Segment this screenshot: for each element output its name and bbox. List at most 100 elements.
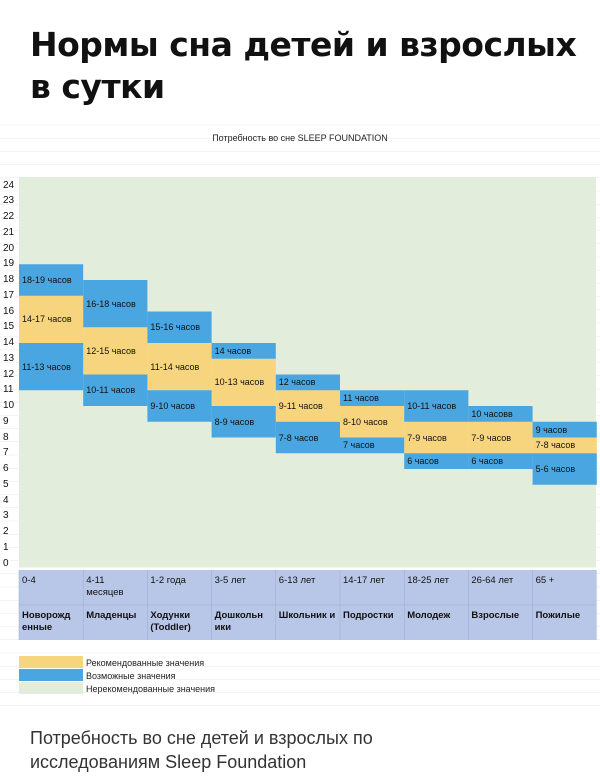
y-tick-label: 24	[3, 179, 15, 191]
recommended-bar	[468, 421, 533, 454]
chart-title: Потребность во сне SLEEP FOUNDATION	[212, 133, 388, 143]
recommended-bar	[340, 406, 405, 438]
bar-data-label: 12-15 часов	[86, 345, 136, 356]
y-tick-label: 1	[3, 541, 9, 553]
recommended-bar	[532, 437, 597, 454]
y-tick-label: 15	[3, 321, 15, 333]
recommended-bar	[275, 390, 340, 422]
bar-data-label: 7-9 часов	[407, 432, 447, 443]
bar-data-label: 15-16 часов	[150, 322, 200, 333]
y-tick-label: 4	[3, 494, 9, 506]
caption-line-2: исследованиям Sleep Foundation	[30, 752, 307, 772]
possible-bar	[83, 280, 148, 328]
bar-data-label: 7-8 часов	[535, 440, 576, 451]
x-tick-age: 18-25 лет	[407, 575, 449, 586]
bar-data-label: 10 часовв	[471, 408, 513, 419]
possible-bar	[83, 374, 148, 406]
legend-label: Нерекомендованные значения	[86, 684, 216, 694]
y-tick-label: 10	[3, 400, 15, 411]
y-tick-label: 18	[3, 274, 15, 285]
x-tick-name: Подростки	[343, 610, 394, 621]
x-tick-age: 4-11 месяцев	[86, 575, 124, 598]
bar-data-label: 8-10 часов	[343, 416, 388, 427]
x-tick-age: 26-64 лет	[471, 575, 514, 586]
possible-bar	[147, 311, 212, 343]
recommended-bar	[211, 358, 276, 406]
possible-bar	[19, 343, 84, 391]
bar-data-label: 14-17 часов	[22, 314, 72, 325]
y-tick-label: 12	[3, 368, 15, 380]
bar-data-label: 10-11 часов	[86, 385, 136, 396]
bar-data-label: 11-13 часов	[22, 361, 71, 372]
bar-data-label: 12 часов	[278, 377, 316, 388]
bar-data-label: 5-6 часов	[535, 464, 576, 474]
possible-bar	[340, 390, 405, 406]
bar-data-label: 11 часов	[343, 393, 379, 404]
x-tick-name: Новорожд енные	[22, 610, 71, 633]
bar-data-label: 14 часов	[214, 345, 252, 356]
bar-data-label: 6 часов	[471, 456, 503, 467]
caption-line-1: Потребность во сне детей и взрослых по	[30, 728, 373, 748]
bar-data-label: 18-19 часов	[22, 275, 72, 285]
x-tick-name: Младенцы	[86, 610, 137, 621]
bar-data-label: 9 часов	[535, 424, 568, 435]
x-tick-age: 1-2 года	[150, 575, 186, 586]
bar-data-label: 9-11 часов	[278, 401, 323, 411]
y-tick-label: 11	[3, 384, 14, 396]
y-tick-label: 6	[3, 463, 9, 474]
bar-data-label: 16-18 часов	[86, 298, 136, 309]
recommended-bar	[19, 295, 84, 343]
possible-bar	[340, 437, 405, 454]
bar-data-label: 7-8 часов	[278, 432, 319, 443]
y-tick-label: 22	[3, 211, 15, 222]
y-tick-label: 5	[3, 478, 9, 490]
bar-data-label: 11-14 часов	[150, 361, 200, 372]
bar-data-label: 10-11 часов	[407, 401, 457, 411]
possible-bar	[147, 390, 212, 422]
bar-data-label: 6 часов	[407, 456, 439, 467]
y-tick-label: 0	[3, 557, 9, 569]
possible-bar	[532, 421, 597, 438]
x-tick-name: Пожилые	[535, 610, 581, 621]
x-tick-name: Ходунки (Toddler)	[150, 610, 191, 633]
y-tick-label: 13	[3, 352, 15, 364]
x-tick-name: Дошкольн ики	[214, 610, 264, 633]
recommended-bar	[83, 327, 148, 375]
y-tick-label: 9	[3, 415, 9, 427]
recommended-bar	[147, 343, 212, 391]
page-title-line-1: Нормы сна детей и взрослых	[30, 25, 577, 64]
legend-label: Возможные значения	[86, 671, 176, 681]
y-tick-label: 8	[3, 431, 9, 443]
possible-bar	[468, 406, 533, 422]
possible-bar	[532, 453, 597, 485]
y-tick-label: 19	[3, 258, 15, 270]
possible-bar	[211, 343, 276, 359]
bar-data-label: 9-10 часов	[150, 401, 195, 411]
y-tick-label: 16	[3, 305, 15, 317]
legend-label: Рекомендованные значения	[86, 658, 205, 668]
possible-bar	[275, 374, 340, 391]
bar-data-label: 7-9 часов	[471, 432, 511, 443]
y-tick-label: 2	[3, 526, 9, 537]
page-title: Нормы сна детей и взрослых в сутки	[30, 24, 590, 108]
legend-swatch	[19, 656, 83, 668]
possible-bar	[404, 390, 469, 422]
y-tick-label: 23	[3, 195, 15, 207]
y-tick-label: 17	[3, 289, 15, 301]
x-tick-age: 0-4	[22, 575, 36, 586]
x-tick-age: 3-5 лет	[214, 575, 246, 586]
caption: Потребность во сне детей и взрослых по и…	[30, 726, 570, 774]
y-tick-label: 14	[3, 337, 15, 348]
x-tick-age: 14-17 лет	[343, 575, 385, 586]
page-title-line-2: в сутки	[30, 67, 165, 106]
possible-bar	[404, 453, 469, 469]
possible-bar	[275, 421, 340, 454]
x-tick-age: 65 +	[535, 575, 555, 586]
legend-swatch	[19, 682, 83, 694]
x-tick-name: Взрослые	[471, 610, 520, 621]
y-tick-label: 7	[3, 447, 9, 459]
possible-bar	[211, 406, 276, 438]
bar-data-label: 7 часов	[343, 440, 375, 451]
bar-data-label: 10-13 часов	[214, 377, 265, 388]
